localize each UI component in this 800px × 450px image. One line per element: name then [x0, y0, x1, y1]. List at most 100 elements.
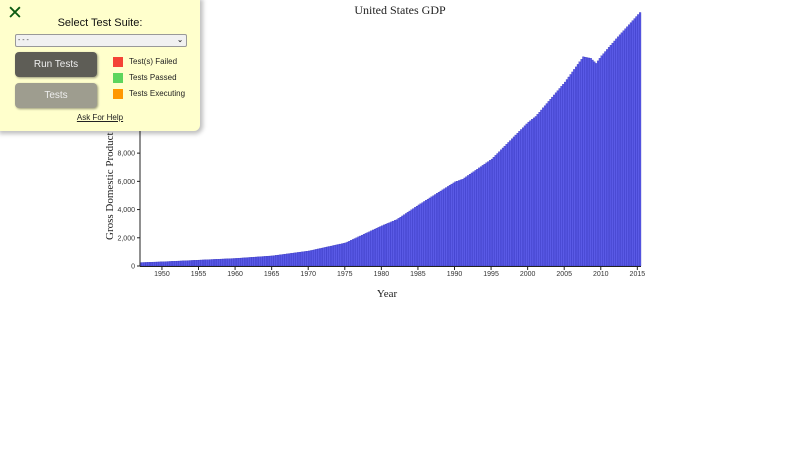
- bar[interactable]: [417, 204, 420, 267]
- bar[interactable]: [337, 244, 340, 267]
- bar[interactable]: [189, 260, 192, 267]
- bar[interactable]: [353, 238, 356, 267]
- bar[interactable]: [297, 252, 300, 267]
- bar[interactable]: [637, 14, 640, 267]
- bar[interactable]: [364, 233, 367, 267]
- bar[interactable]: [425, 200, 428, 267]
- bar[interactable]: [154, 261, 157, 267]
- bar[interactable]: [350, 240, 353, 267]
- bar[interactable]: [330, 245, 333, 267]
- bar[interactable]: [575, 66, 578, 267]
- bar[interactable]: [386, 223, 389, 267]
- bar[interactable]: [174, 261, 177, 267]
- bar[interactable]: [322, 247, 325, 267]
- bar[interactable]: [211, 259, 214, 267]
- bar[interactable]: [434, 194, 437, 267]
- bar[interactable]: [223, 258, 227, 267]
- bar[interactable]: [293, 252, 296, 267]
- bar[interactable]: [458, 180, 461, 267]
- bar[interactable]: [370, 230, 373, 267]
- bar[interactable]: [428, 197, 431, 267]
- bar[interactable]: [357, 236, 360, 267]
- bar[interactable]: [527, 121, 530, 267]
- ask-for-help-link[interactable]: Ask For Help: [76, 113, 124, 122]
- bar[interactable]: [366, 232, 369, 267]
- bar[interactable]: [384, 223, 387, 267]
- bar[interactable]: [615, 38, 618, 267]
- bar[interactable]: [567, 76, 570, 267]
- bar[interactable]: [319, 248, 322, 267]
- bar[interactable]: [185, 260, 188, 267]
- bar[interactable]: [558, 88, 561, 267]
- bar[interactable]: [576, 64, 579, 267]
- bar[interactable]: [308, 250, 311, 267]
- bar[interactable]: [461, 179, 464, 267]
- bar[interactable]: [273, 255, 276, 267]
- bar[interactable]: [227, 258, 230, 267]
- bar[interactable]: [306, 251, 309, 267]
- bar[interactable]: [487, 161, 490, 267]
- bar[interactable]: [465, 176, 468, 267]
- bar[interactable]: [167, 261, 170, 267]
- bar[interactable]: [200, 259, 203, 267]
- bar[interactable]: [562, 84, 565, 267]
- bar[interactable]: [436, 193, 439, 267]
- bar[interactable]: [315, 249, 318, 267]
- bar[interactable]: [629, 22, 633, 267]
- bar[interactable]: [368, 231, 371, 267]
- bar[interactable]: [245, 257, 249, 267]
- bar[interactable]: [439, 190, 442, 267]
- bar[interactable]: [408, 210, 411, 267]
- bar[interactable]: [578, 61, 581, 267]
- bar[interactable]: [617, 36, 620, 267]
- bar[interactable]: [606, 49, 609, 267]
- bar[interactable]: [361, 234, 364, 267]
- bar[interactable]: [255, 256, 258, 267]
- bar[interactable]: [381, 225, 384, 267]
- bar[interactable]: [430, 196, 433, 267]
- bar[interactable]: [591, 59, 594, 267]
- bar[interactable]: [445, 187, 448, 267]
- bar[interactable]: [181, 260, 185, 267]
- bar[interactable]: [523, 125, 526, 267]
- bar[interactable]: [320, 247, 323, 267]
- bar[interactable]: [249, 257, 252, 267]
- bar[interactable]: [432, 195, 435, 267]
- bar[interactable]: [534, 116, 537, 267]
- bar[interactable]: [483, 163, 486, 267]
- bar[interactable]: [401, 215, 404, 267]
- bar[interactable]: [565, 79, 569, 267]
- bar[interactable]: [242, 257, 245, 267]
- bar[interactable]: [613, 40, 616, 267]
- bar[interactable]: [404, 213, 408, 267]
- bar[interactable]: [359, 235, 362, 267]
- bar[interactable]: [214, 259, 217, 267]
- bar[interactable]: [421, 202, 424, 267]
- bar[interactable]: [158, 261, 161, 267]
- bar[interactable]: [584, 57, 587, 267]
- bar[interactable]: [410, 209, 413, 267]
- bar[interactable]: [340, 243, 344, 267]
- bar[interactable]: [463, 177, 466, 267]
- bar[interactable]: [148, 262, 152, 267]
- bar[interactable]: [536, 114, 539, 267]
- bar[interactable]: [520, 129, 523, 267]
- bar[interactable]: [326, 246, 329, 267]
- bar[interactable]: [278, 254, 281, 267]
- bar[interactable]: [585, 57, 589, 267]
- bar[interactable]: [225, 258, 228, 267]
- bar[interactable]: [170, 261, 174, 267]
- bar[interactable]: [392, 220, 395, 267]
- bar[interactable]: [516, 133, 519, 267]
- bar[interactable]: [351, 239, 355, 267]
- bar[interactable]: [275, 255, 278, 267]
- bar[interactable]: [291, 252, 294, 267]
- bar[interactable]: [258, 256, 261, 267]
- bar[interactable]: [470, 172, 473, 267]
- bar[interactable]: [141, 262, 144, 267]
- bar[interactable]: [525, 123, 528, 267]
- bar[interactable]: [229, 258, 232, 267]
- bar[interactable]: [333, 245, 336, 267]
- bar[interactable]: [394, 220, 397, 267]
- bar[interactable]: [209, 259, 212, 267]
